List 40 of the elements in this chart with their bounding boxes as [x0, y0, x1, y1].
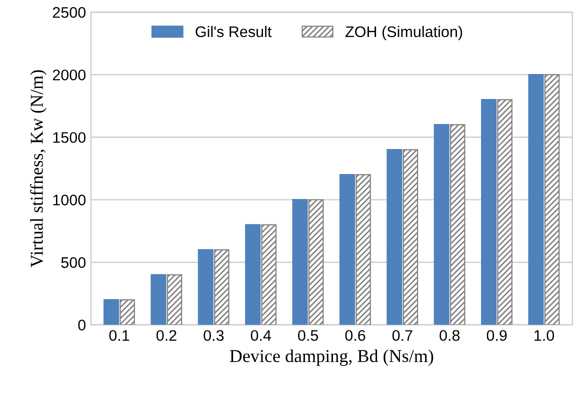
- y-tick-label: 1000: [53, 194, 86, 206]
- legend-label: Gil's Result: [196, 26, 272, 38]
- bar: [214, 249, 230, 325]
- y-tick-label: 2500: [52, 7, 86, 18]
- bar: [528, 74, 544, 325]
- bar: [402, 149, 418, 325]
- bar: [261, 224, 277, 325]
- bar: [245, 224, 261, 325]
- bar: [450, 124, 466, 325]
- bar: [120, 299, 135, 325]
- bar: [166, 274, 182, 325]
- bar: [308, 199, 324, 325]
- bar: [104, 299, 120, 325]
- x-tick-label: 0.5: [298, 330, 318, 341]
- y-tick-label: 0: [78, 320, 86, 330]
- y-axis-title: Virtual stiffness, Kw (N/m): [30, 70, 47, 268]
- bar: [386, 149, 402, 325]
- x-tick-label: 0.9: [486, 330, 507, 341]
- legend-label: ZOH (Simulation): [346, 26, 462, 40]
- x-tick-label: 0.4: [250, 330, 272, 341]
- x-tick-label: 0.6: [345, 330, 366, 341]
- x-tick-label: 0.1: [109, 330, 130, 341]
- x-tick-label: 0.8: [440, 330, 460, 341]
- x-tick-label: 1.0: [534, 330, 554, 341]
- x-tick-label: 0.2: [156, 330, 176, 341]
- x-tick-label: 0.3: [204, 330, 224, 341]
- bar: [292, 199, 308, 325]
- y-tick-label: 1500: [53, 132, 86, 143]
- bar: [544, 74, 560, 325]
- bar: [339, 174, 355, 325]
- bar: [198, 249, 214, 325]
- y-tick-label: 2000: [52, 70, 86, 80]
- bar: [150, 274, 166, 325]
- bar: [434, 124, 450, 325]
- x-axis-title: Device damping, Bd (Ns/m): [230, 349, 434, 366]
- bar: [497, 99, 512, 325]
- bar: [481, 99, 497, 325]
- x-tick-label: 0.7: [392, 330, 412, 341]
- bar: [356, 174, 371, 325]
- y-tick-label: 500: [61, 257, 86, 268]
